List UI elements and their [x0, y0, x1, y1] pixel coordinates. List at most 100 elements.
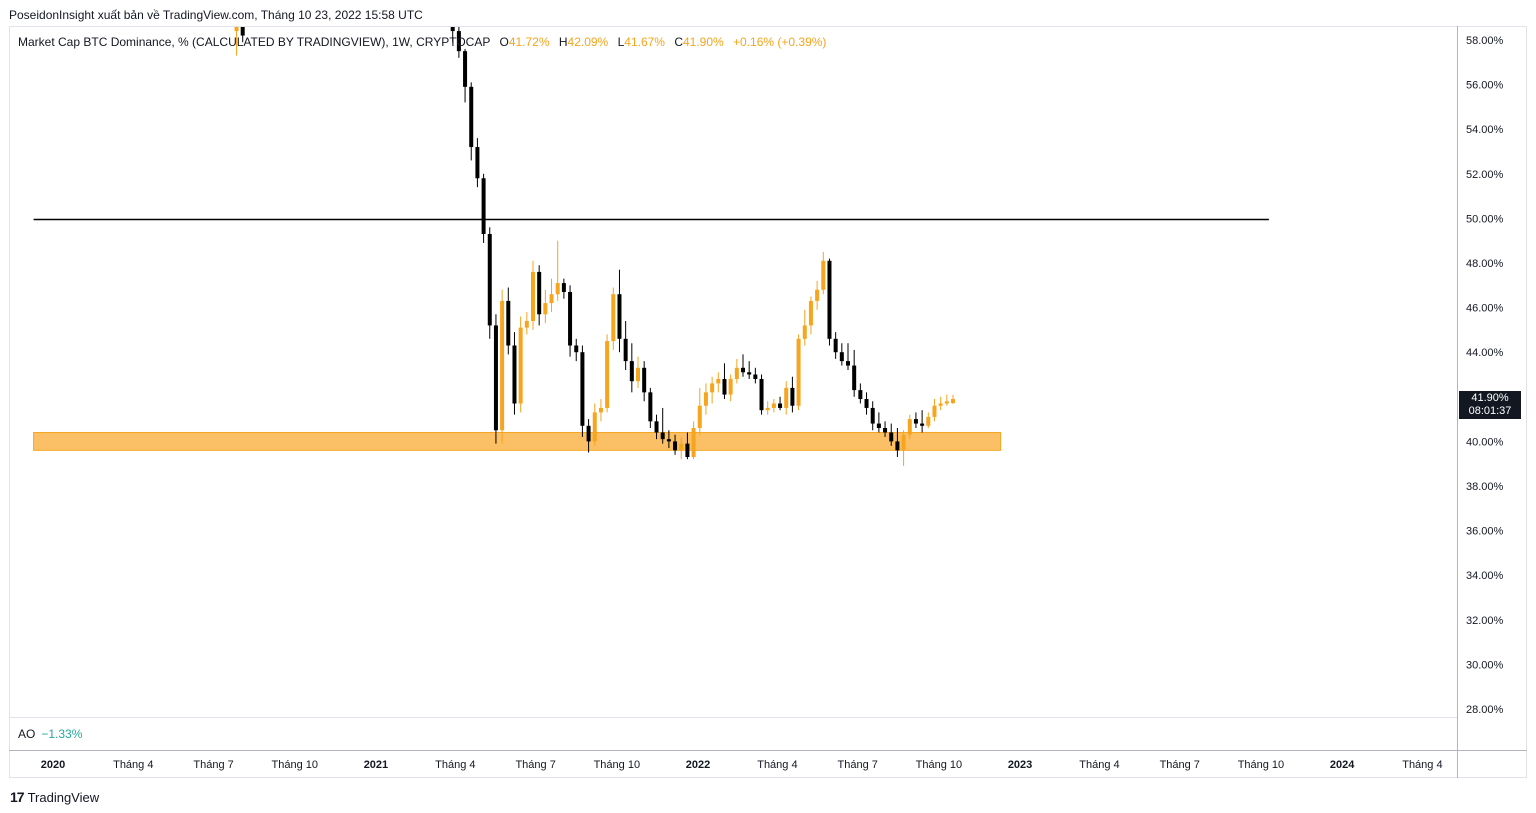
ao-indicator-legend[interactable]: AO −1.33%	[18, 727, 82, 741]
candle-up	[697, 387, 702, 435]
candle-down	[920, 410, 925, 433]
candle-up	[784, 381, 789, 415]
candle-body	[944, 401, 949, 404]
candle-body	[889, 432, 894, 442]
candle-down	[537, 265, 542, 326]
candle-body	[784, 387, 789, 408]
candle-body	[555, 283, 560, 295]
time-axis-label: Tháng 4	[113, 759, 153, 771]
candle-down	[463, 48, 468, 103]
time-axis-separator	[9, 750, 1527, 751]
series-legend[interactable]: Market Cap BTC Dominance, % (CALCULATED …	[18, 35, 826, 49]
price-axis-separator	[1457, 26, 1458, 778]
candle-up	[815, 280, 820, 310]
time-axis-label: 2020	[41, 759, 65, 771]
candle-down	[883, 421, 888, 437]
ao-value: −1.33%	[41, 727, 83, 741]
candle-down	[493, 314, 498, 444]
candle-body	[747, 372, 752, 375]
candle-body	[907, 419, 912, 435]
candle-down	[456, 27, 461, 58]
candle-body	[839, 352, 844, 362]
change-value: +0.16% (+0.39%)	[733, 35, 827, 49]
brand-name: TradingView	[27, 789, 100, 805]
candle-body	[549, 294, 554, 304]
candle-down	[753, 367, 758, 384]
candle-body	[895, 441, 900, 451]
candle-body	[741, 367, 745, 373]
candle-down	[580, 345, 585, 437]
candle-up	[679, 436, 684, 460]
candle-up	[555, 240, 560, 301]
candle-body	[463, 51, 468, 87]
candle-body	[586, 425, 591, 442]
candle-body	[846, 361, 850, 366]
candle-down	[240, 27, 245, 43]
candle-body	[821, 260, 826, 290]
price-axis-label: 36.00%	[1466, 526, 1504, 538]
candle-body	[815, 289, 820, 301]
publisher-attribution: PoseidonInsight xuất bản về TradingView.…	[9, 8, 423, 22]
candle-down	[827, 258, 832, 346]
candle-up	[524, 312, 529, 335]
price-axis-label: 46.00%	[1466, 303, 1504, 315]
candle-up	[944, 394, 949, 406]
candle-body	[913, 419, 918, 424]
candle-body	[648, 392, 653, 422]
candle-body	[728, 378, 733, 395]
candle-down	[685, 432, 690, 460]
candle-up	[518, 316, 523, 413]
tradingview-logo-icon: 17	[10, 789, 25, 805]
candle-body	[518, 327, 523, 404]
candle-up	[728, 374, 733, 402]
candle-body	[512, 345, 517, 404]
candle-up	[598, 399, 603, 422]
price-axis-label: 52.00%	[1466, 169, 1504, 181]
candle-up	[802, 309, 807, 346]
candle-body	[469, 86, 474, 148]
candle-body	[734, 367, 739, 379]
candle-body	[660, 432, 665, 440]
candle-body	[753, 374, 758, 379]
time-axis-label: Tháng 4	[1079, 759, 1119, 771]
tradingview-brand[interactable]: 17 TradingView	[10, 789, 99, 805]
candle-down	[487, 227, 492, 339]
candle-body	[710, 383, 715, 393]
candle-down	[876, 412, 881, 433]
candle-up	[703, 383, 708, 415]
candle-body	[951, 399, 955, 404]
candle-down	[481, 173, 486, 243]
candle-body	[531, 271, 535, 321]
candle-down	[475, 138, 480, 188]
price-axis-label: 38.00%	[1466, 481, 1504, 493]
time-axis-label: Tháng 4	[435, 759, 475, 771]
candle-body	[722, 378, 727, 395]
candle-body	[673, 441, 678, 451]
close-label: C	[674, 35, 683, 49]
price-axis-label: 54.00%	[1466, 124, 1504, 136]
candle-body	[524, 320, 529, 328]
high-value: 42.09%	[567, 35, 609, 49]
candle-body	[234, 27, 239, 32]
candle-down	[864, 392, 869, 415]
ao-name: AO	[18, 727, 36, 741]
candle-body	[876, 423, 881, 429]
candle-body	[666, 439, 671, 442]
candle-body	[450, 27, 455, 32]
candle-body	[592, 412, 597, 442]
candle-up	[234, 27, 239, 56]
candle-up	[771, 399, 776, 413]
candle-body	[642, 367, 647, 393]
candle-up	[716, 372, 721, 393]
candle-body	[568, 291, 573, 346]
candle-down	[450, 27, 455, 43]
candle-up	[549, 278, 554, 313]
time-axis-label: 2024	[1330, 759, 1355, 771]
candle-body	[833, 338, 838, 353]
candle-down	[666, 430, 671, 449]
candle-up	[926, 412, 931, 429]
indicator-pane-separator[interactable]	[9, 717, 1458, 718]
price-axis-label: 44.00%	[1466, 347, 1504, 359]
candle-body	[636, 367, 640, 382]
